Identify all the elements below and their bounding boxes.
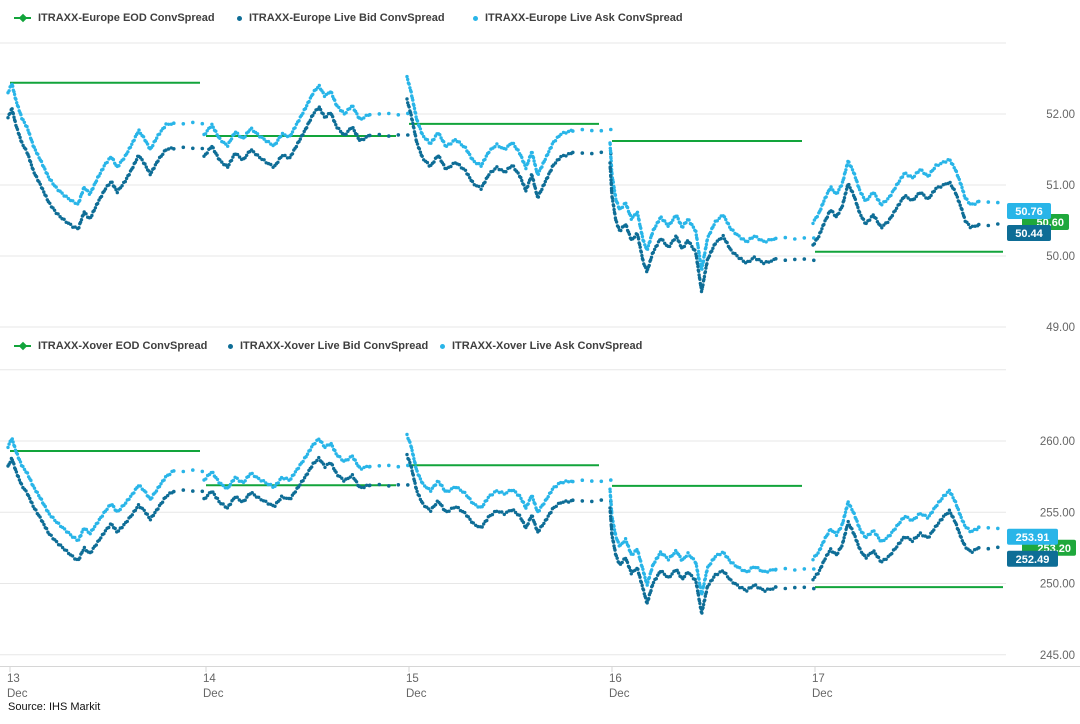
legend-item-ask-xover[interactable]: ITRAXX-Xover Live Ask ConvSpread [440,337,642,355]
legend-item-bid-europe[interactable]: ITRAXX-Europe Live Bid ConvSpread [237,9,445,27]
value-badge-bg [1007,225,1051,241]
x-axis-month-label: Dec [812,688,833,700]
source-note: Source: IHS Markit [8,701,101,713]
x-axis-month-label: Dec [7,688,28,700]
x-axis-month-label: Dec [203,688,224,700]
bid-series-day4 [811,180,1000,247]
x-axis-day-label: 16 [609,673,622,685]
bid-series-day0 [6,107,205,231]
y-axis-label: 49.00 [1046,322,1075,334]
value-badge-bg [1007,550,1058,567]
ask-series-day4 [811,158,1000,226]
legend-item-eod-europe[interactable]: ITRAXX-Europe EOD ConvSpread [14,9,215,27]
ask-series-day2 [405,432,613,514]
bid-series-day1 [202,105,410,169]
ask-series-day4 [811,488,1000,562]
legend-item-ask-europe[interactable]: ITRAXX-Europe Live Ask ConvSpread [473,9,683,27]
ask-dot-marker-icon [473,15,478,21]
y-axis-label: 255.00 [1040,507,1075,519]
ask-series-day1 [202,437,410,490]
y-axis-label: 52.00 [1046,109,1075,121]
x-axis-month-label: Dec [609,688,630,700]
y-axis-label: 245.00 [1040,650,1075,662]
legend-item-label: ITRAXX-Europe Live Bid ConvSpread [249,12,445,24]
legend-item-bid-xover[interactable]: ITRAXX-Xover Live Bid ConvSpread [228,337,428,355]
value-badge-bid: 50.44 [1007,225,1051,241]
legend-row-xover: ITRAXX-Xover EOD ConvSpread ITRAXX-Xover … [0,337,1080,355]
bid-series-day2 [405,452,613,534]
y-axis-label: 250.00 [1040,579,1075,591]
legend-row-europe: ITRAXX-Europe EOD ConvSpread ITRAXX-Europ… [0,9,1080,27]
value-badge-ask: 50.76 [1007,203,1051,219]
legend-item-label: ITRAXX-Xover Live Ask ConvSpread [452,340,643,352]
value-badge-bg [1007,203,1051,219]
bid-series-day2 [405,97,613,199]
bid-dot-marker-icon [237,15,242,21]
value-badge-bg [1007,528,1058,545]
value-badge-text: 253.91 [1016,532,1050,544]
bid-series-day0 [6,456,205,562]
x-axis: 13 Dec 14 Dec 15 Dec 16 Dec 17 Dec [0,666,1080,700]
bid-series-day1 [202,455,410,510]
value-badge-text: 50.44 [1015,228,1043,240]
value-badge-bid: 252.49 [1007,550,1058,567]
ask-series-day2 [405,74,613,176]
legend-item-label: ITRAXX-Europe EOD ConvSpread [38,12,215,24]
ask-series-day1 [202,83,410,148]
x-axis-month-label: Dec [406,688,427,700]
ask-series-day3 [608,141,816,271]
eod-line-marker-icon [14,341,31,351]
legend-item-label: ITRAXX-Europe Live Ask ConvSpread [485,12,683,24]
plot-area-xover[interactable]: 260.00255.00250.00245.00253.20253.91252.… [0,369,1076,662]
x-axis-day-label: 15 [406,673,419,685]
ask-series-day0 [6,82,205,206]
y-axis-label: 260.00 [1040,436,1075,448]
legend-item-label: ITRAXX-Xover Live Bid ConvSpread [240,340,429,352]
value-badge-ask: 253.91 [1007,528,1058,545]
bid-series-day4 [811,508,1000,582]
value-badge-text: 252.49 [1016,554,1050,566]
bid-series-day3 [608,506,816,615]
y-axis-label: 51.00 [1046,180,1075,192]
y-axis-label: 50.00 [1046,251,1075,263]
legend-item-eod-xover[interactable]: ITRAXX-Xover EOD ConvSpread [14,337,207,355]
bid-dot-marker-icon [228,343,233,349]
value-badge-text: 50.76 [1015,206,1043,218]
x-axis-day-label: 17 [812,673,825,685]
eod-line-marker-icon [14,13,31,23]
bid-series-day3 [608,161,816,294]
ask-dot-marker-icon [440,343,445,349]
x-axis-day-label: 13 [7,673,20,685]
legend-item-label: ITRAXX-Xover EOD ConvSpread [38,340,208,352]
ask-series-day0 [6,437,205,542]
x-axis-day-label: 14 [203,673,216,685]
